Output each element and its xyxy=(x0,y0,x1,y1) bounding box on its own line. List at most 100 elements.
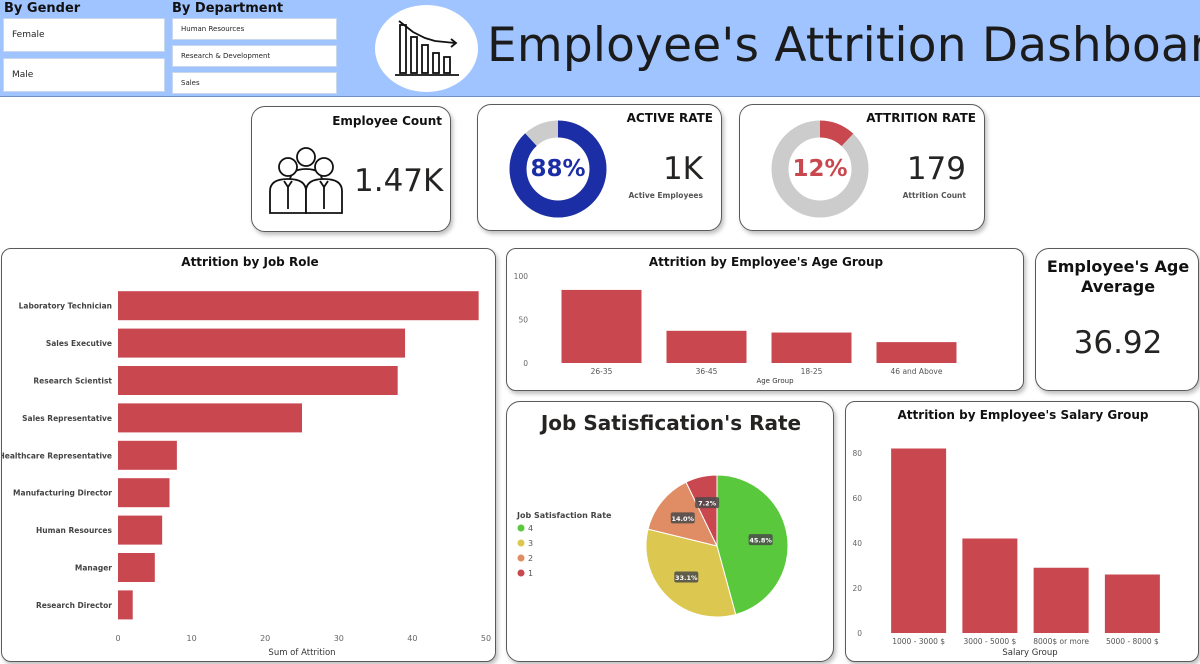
bar-research-director xyxy=(118,590,133,620)
employee-count-card: Employee Count 1.47K xyxy=(251,106,451,232)
category-label: 3000 - 5000 $ xyxy=(963,637,1016,646)
gender-option-female[interactable]: Female xyxy=(3,18,165,52)
salary-group-chart-card: Attrition by Employee's Salary Group 0 20 4… xyxy=(845,401,1199,662)
category-label: Research Director xyxy=(36,601,112,610)
legend-label-1: 1 xyxy=(528,569,533,578)
age-group-chart-card: Attrition by Employee's Age Group 0 50 100 2… xyxy=(506,248,1024,391)
chart-title: Attrition by Employee's Salary Group xyxy=(898,408,1149,422)
job-satisfaction-chart-card: Job Satisfication's Rate Job Satisfaction… xyxy=(506,401,834,662)
data-label-2: 14.0% xyxy=(671,515,694,523)
age-average-title-line1: Employee's Age xyxy=(1046,257,1190,276)
employee-count-title: Employee Count xyxy=(332,114,442,128)
logo-badge xyxy=(375,5,478,92)
declining-bar-chart-icon xyxy=(395,20,459,76)
category-label: Laboratory Technician xyxy=(19,302,112,311)
data-label-bg-2 xyxy=(670,512,695,524)
employees-group-icon xyxy=(269,147,343,214)
donut-value-arc xyxy=(771,120,869,218)
y-tick-label: 80 xyxy=(852,449,862,458)
legend-label-4: 4 xyxy=(528,524,533,533)
attrition-rate-card: ATTRITION RATE 12% 179 Attrition Count xyxy=(739,104,985,231)
age-average-card: Employee's Age Average 36.92 xyxy=(1035,248,1199,391)
category-label: 36-45 xyxy=(696,367,718,376)
salary-group-bar-chart: Attrition by Employee's Salary Group 0 20 4… xyxy=(852,408,1160,658)
age-average-title-line2: Average xyxy=(1080,277,1156,296)
bar-8000-or-more xyxy=(1033,567,1089,633)
x-axis-label: Salary Group xyxy=(1002,648,1057,658)
y-tick-label: 20 xyxy=(852,584,862,593)
legend-label-3: 3 xyxy=(528,539,533,548)
y-tick-label: 0 xyxy=(857,629,862,638)
age-group-bar-chart: Attrition by Employee's Age Group 0 50 100 2… xyxy=(514,255,957,385)
employee-count-value: 1.47K xyxy=(354,163,444,199)
y-tick-label: 0 xyxy=(523,359,528,368)
category-label: Sales Executive xyxy=(46,339,112,348)
legend-title: Job Satisfaction Rate xyxy=(516,511,612,520)
bar-laboratory-technician xyxy=(118,291,479,321)
data-label-bg-4 xyxy=(748,534,773,546)
x-tick-label: 0 xyxy=(115,634,120,643)
category-label: Human Resources xyxy=(36,526,112,535)
data-label-1: 7.2% xyxy=(698,500,717,508)
bar-1000-3000- xyxy=(891,448,947,633)
dashboard-header: By Gender Female Male By Department Huma… xyxy=(0,0,1200,97)
legend-label-2: 2 xyxy=(528,554,533,563)
department-slicer-title: By Department xyxy=(172,1,284,16)
chart-title: Attrition by Job Role xyxy=(181,255,318,269)
department-option-hr[interactable]: Human Resources xyxy=(172,18,337,40)
bar-manufacturing-director xyxy=(118,478,170,508)
attrition-count-value: 179 xyxy=(906,151,966,187)
bar-healthcare-representative xyxy=(118,440,177,470)
active-rate-percent: 88% xyxy=(530,156,586,182)
category-label: 1000 - 3000 $ xyxy=(892,637,945,646)
age-average-title: Employee's Age Average xyxy=(1036,257,1200,297)
bar-46-and-above xyxy=(876,342,957,363)
y-tick-label: 40 xyxy=(852,539,862,548)
bar-sales-representative xyxy=(118,403,302,433)
bar-5000-8000- xyxy=(1104,574,1160,633)
attrition-rate-percent: 12% xyxy=(792,156,848,182)
category-label: Research Scientist xyxy=(33,377,112,386)
x-tick-label: 50 xyxy=(481,634,491,643)
bar-sales-executive xyxy=(118,328,406,358)
age-average-value: 36.92 xyxy=(1073,325,1163,361)
dashboard-title: Employee's Attrition Dashboard xyxy=(487,18,1200,73)
x-tick-label: 10 xyxy=(187,634,197,643)
y-tick-label: 50 xyxy=(518,316,528,325)
chart-title: Attrition by Employee's Age Group xyxy=(649,255,884,269)
y-tick-label: 100 xyxy=(514,272,529,281)
category-label: Manager xyxy=(75,564,112,573)
category-label: 46 and Above xyxy=(891,367,943,376)
attrition-rate-title: ATTRITION RATE xyxy=(866,111,976,125)
data-label-bg-1 xyxy=(695,497,720,509)
x-axis-label: Sum of Attrition xyxy=(268,648,335,658)
chart-title: Job Satisfication's Rate xyxy=(539,411,801,435)
category-label: 8000$ or more xyxy=(1033,637,1089,646)
category-label: Sales Representative xyxy=(22,414,112,423)
data-label-4: 45.8% xyxy=(749,537,772,545)
active-employees-label: Active Employees xyxy=(628,191,703,200)
active-employees-value: 1K xyxy=(662,151,703,187)
pie-slice-1 xyxy=(685,474,718,547)
category-label: 5000 - 8000 $ xyxy=(1106,637,1159,646)
bar-26-35 xyxy=(561,289,642,363)
bar-36-45 xyxy=(666,330,747,363)
legend-marker-2 xyxy=(517,554,525,562)
x-axis-label: Age Group xyxy=(756,377,794,385)
category-label: Healthcare Representative xyxy=(2,451,112,460)
active-rate-title: ACTIVE RATE xyxy=(626,111,713,125)
category-label: Manufacturing Director xyxy=(13,489,112,498)
active-rate-donut xyxy=(509,120,607,218)
job-role-bar-chart: Attrition by Job Role Laboratory Technici… xyxy=(2,255,491,658)
department-option-sales[interactable]: Sales xyxy=(172,72,337,94)
gender-slicer-title: By Gender xyxy=(4,1,81,16)
data-label-bg-3 xyxy=(674,571,699,583)
gender-option-male[interactable]: Male xyxy=(3,58,165,92)
department-option-rd[interactable]: Research & Development xyxy=(172,45,337,67)
attrition-rate-donut xyxy=(771,120,869,218)
job-satisfaction-pie-chart: Job Satisfication's Rate Job Satisfaction… xyxy=(516,411,801,618)
donut-value-arc xyxy=(509,120,607,218)
y-tick-label: 60 xyxy=(852,494,862,503)
x-tick-label: 30 xyxy=(334,634,344,643)
x-tick-label: 20 xyxy=(260,634,270,643)
